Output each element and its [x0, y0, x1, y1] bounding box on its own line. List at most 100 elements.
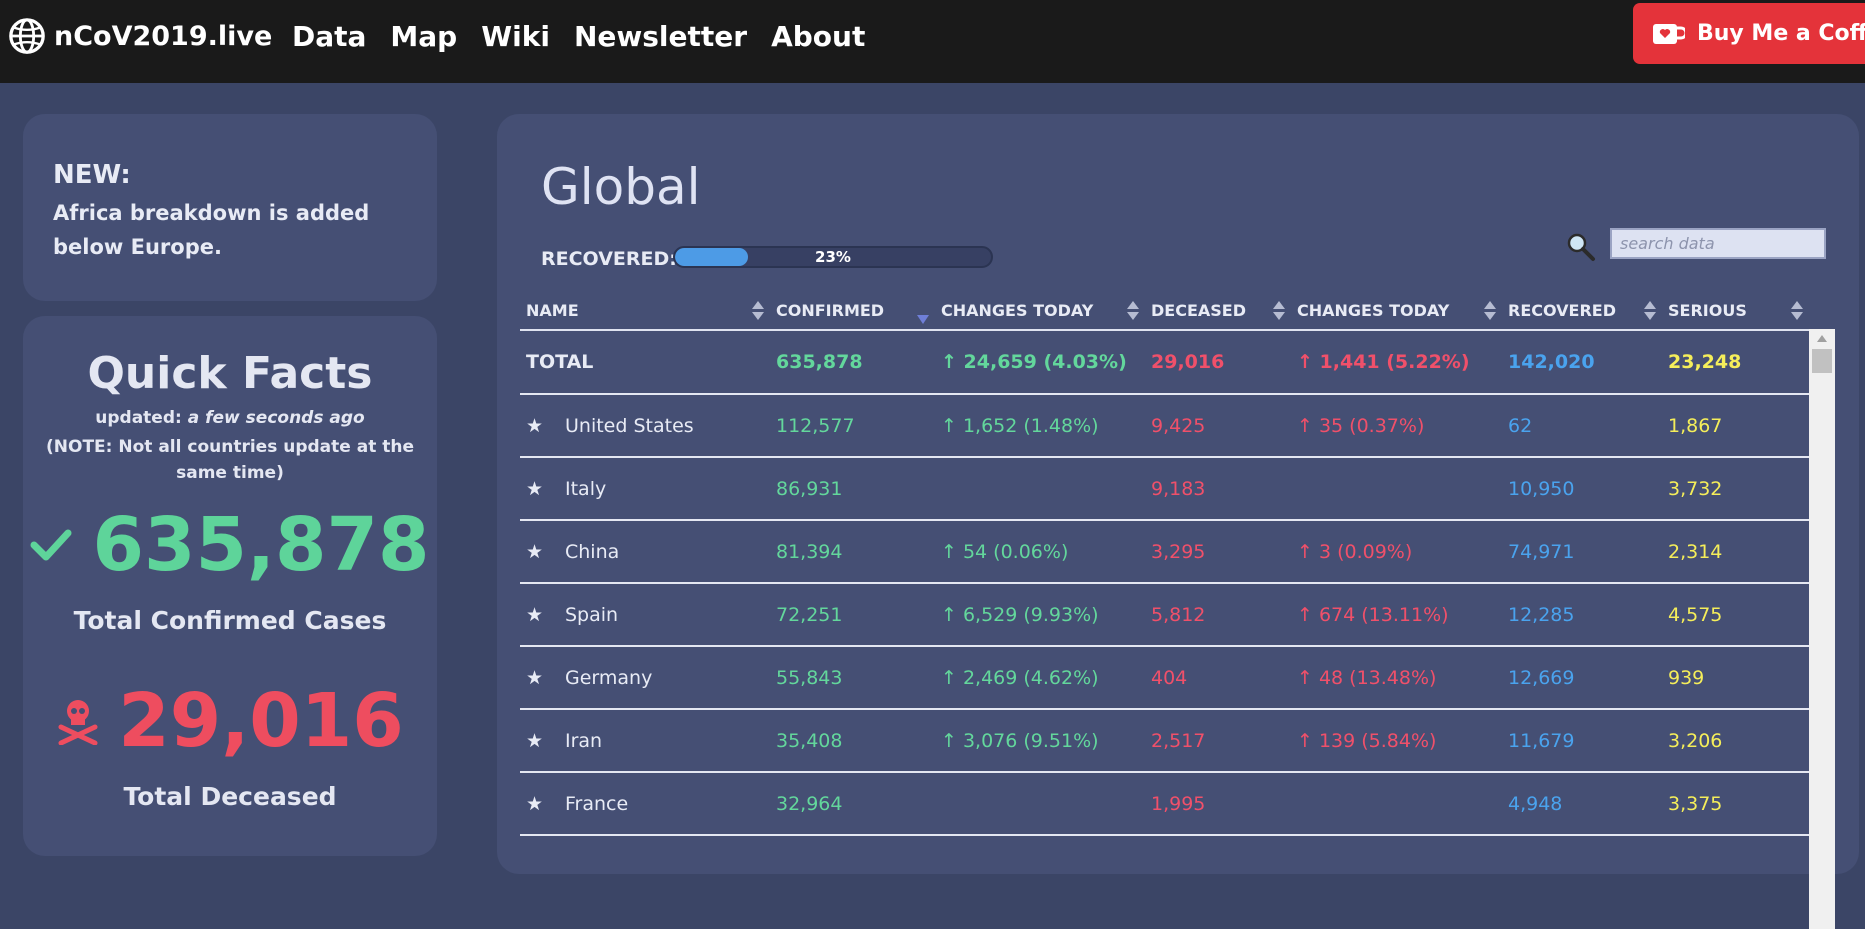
sort-arrows-icon[interactable]: [1273, 301, 1285, 321]
total-recovered-cell: 142,020: [1502, 330, 1662, 395]
star-icon[interactable]: ★: [526, 792, 544, 815]
total-confirmed-change: ↑ 24,659 (4.03%): [935, 330, 1145, 395]
serious-cell: 3,732: [1662, 457, 1809, 521]
scroll-up-arrow-icon[interactable]: [1817, 335, 1827, 342]
total-deceased-value: 29,016: [118, 678, 404, 764]
column-header-confirmed[interactable]: CONFIRMED: [770, 291, 935, 331]
nav-link-wiki[interactable]: Wiki: [481, 19, 550, 53]
recovered-progress-bar: 23%: [673, 246, 993, 268]
recovered-cell: 4,948: [1502, 772, 1662, 836]
news-text: Africa breakdown is added below Europe.: [53, 201, 370, 259]
country-label[interactable]: France: [565, 792, 629, 815]
table-row-total: TOTAL 635,878 ↑ 24,659 (4.03%) 29,016 ↑ …: [520, 330, 1809, 395]
table-row[interactable]: ★ United States 112,577 ↑ 1,652 (1.48%) 9,42…: [520, 394, 1809, 458]
table-row[interactable]: ★ Italy 86,931 9,183 10,950 3,732: [520, 457, 1809, 521]
checkmark-icon: [30, 529, 72, 561]
confirmed-cell: 81,394: [770, 520, 935, 584]
confirmed-cell: 112,577: [770, 394, 935, 458]
serious-cell: 3,206: [1662, 709, 1809, 773]
updated-line: updated: a few seconds ago: [23, 408, 437, 428]
column-header-recovered[interactable]: RECOVERED: [1502, 291, 1662, 331]
country-label[interactable]: Italy: [565, 477, 607, 500]
confirmed-change-cell: ↑ 3,076 (9.51%): [935, 709, 1145, 773]
recovered-progress-fill: [675, 248, 748, 266]
table-row[interactable]: ★ Spain 72,251 ↑ 6,529 (9.93%) 5,812 ↑ 674 (1…: [520, 583, 1809, 647]
table-row[interactable]: ★ China 81,394 ↑ 54 (0.06%) 3,295 ↑ 3 (0.09%)…: [520, 520, 1809, 584]
total-confirmed-value: 635,878: [92, 502, 430, 588]
sort-arrows-icon[interactable]: [1484, 301, 1496, 321]
country-label[interactable]: Iran: [565, 729, 603, 752]
nav-link-map[interactable]: Map: [390, 19, 458, 53]
serious-cell: 1,867: [1662, 394, 1809, 458]
nav-link-data[interactable]: Data: [292, 19, 367, 53]
nav-link-about[interactable]: About: [771, 19, 866, 53]
column-header-name[interactable]: NAME: [520, 291, 770, 331]
column-label: DECEASED: [1151, 300, 1246, 320]
sort-arrows-icon[interactable]: [1791, 301, 1803, 321]
column-label: CHANGES TODAY: [941, 300, 1094, 320]
country-name: ★ United States: [520, 394, 770, 458]
star-icon[interactable]: ★: [526, 477, 544, 500]
buy-me-coffee-button[interactable]: Buy Me a Coffee: [1633, 3, 1865, 64]
confirmed-change-cell: ↑ 1,652 (1.48%): [935, 394, 1145, 458]
deceased-cell: 1,995: [1145, 772, 1291, 836]
brand-name: nCoV2019.live: [54, 20, 273, 52]
brand-link[interactable]: nCoV2019.live: [8, 14, 272, 58]
total-serious-cell: 23,248: [1662, 330, 1809, 395]
serious-cell: 4,575: [1662, 583, 1809, 647]
deceased-cell: 5,812: [1145, 583, 1291, 647]
scroll-thumb[interactable]: [1812, 349, 1832, 373]
table-row[interactable]: ★ France 32,964 1,995 4,948 3,375: [520, 772, 1809, 836]
updated-label: updated:: [95, 408, 182, 428]
star-icon[interactable]: ★: [526, 603, 544, 626]
news-title: NEW:: [53, 160, 131, 190]
navbar: nCoV2019.live Data Map Wiki Newsletter A…: [0, 0, 1865, 83]
total-name: TOTAL: [520, 330, 770, 395]
column-header-deceased[interactable]: DECEASED: [1145, 291, 1291, 331]
country-name: ★ Spain: [520, 583, 770, 647]
total-deceased: 29,016: [23, 678, 437, 764]
sort-arrows-icon[interactable]: [1644, 301, 1656, 321]
nav-link-newsletter[interactable]: Newsletter: [573, 19, 748, 53]
data-table: NAME CONFIRMED CHANGES TODAY DECEASED CH…: [520, 291, 1809, 836]
confirmed-cell: 86,931: [770, 457, 935, 521]
country-name: ★ France: [520, 772, 770, 836]
confirmed-change-cell: ↑ 54 (0.06%): [935, 520, 1145, 584]
star-icon[interactable]: ★: [526, 540, 544, 563]
magnifier-icon[interactable]: [1566, 232, 1596, 262]
country-label[interactable]: United States: [565, 414, 694, 437]
table-scrollbar[interactable]: [1809, 329, 1835, 929]
sort-arrows-icon[interactable]: [752, 301, 764, 321]
total-deceased-cell: 29,016: [1145, 330, 1291, 395]
country-label[interactable]: China: [565, 540, 620, 563]
country-label[interactable]: Spain: [565, 603, 619, 626]
star-icon[interactable]: ★: [526, 414, 544, 437]
recovered-label: RECOVERED:: [541, 248, 677, 270]
column-label: RECOVERED: [1508, 300, 1617, 320]
search-input[interactable]: [1610, 228, 1826, 259]
country-name: ★ Italy: [520, 457, 770, 521]
column-header-deceased-change[interactable]: CHANGES TODAY: [1291, 291, 1502, 331]
confirmed-change-cell: [935, 457, 1145, 521]
deceased-cell: 3,295: [1145, 520, 1291, 584]
country-name: ★ Germany: [520, 646, 770, 710]
table-row[interactable]: ★ Germany 55,843 ↑ 2,469 (4.62%) 404 ↑ 48 (13…: [520, 646, 1809, 710]
column-header-confirmed-change[interactable]: CHANGES TODAY: [935, 291, 1145, 331]
recovered-cell: 74,971: [1502, 520, 1662, 584]
table-row[interactable]: ★ Iran 35,408 ↑ 3,076 (9.51%) 2,517 ↑ 139 (5.…: [520, 709, 1809, 773]
star-icon[interactable]: ★: [526, 666, 544, 689]
coffee-label: Buy Me a Coffee: [1697, 21, 1865, 46]
recovered-cell: 11,679: [1502, 709, 1662, 773]
confirmed-cell: 32,964: [770, 772, 935, 836]
country-label[interactable]: Germany: [565, 666, 653, 689]
sort-desc-active-icon[interactable]: [917, 301, 929, 324]
confirmed-cell: 55,843: [770, 646, 935, 710]
deceased-cell: 2,517: [1145, 709, 1291, 773]
sort-arrows-icon[interactable]: [1127, 301, 1139, 321]
serious-cell: 3,375: [1662, 772, 1809, 836]
total-deceased-label: Total Deceased: [123, 782, 337, 811]
star-icon[interactable]: ★: [526, 729, 544, 752]
column-header-serious[interactable]: SERIOUS: [1662, 291, 1809, 331]
quick-facts-title: Quick Facts: [87, 348, 373, 399]
confirmed-change-cell: ↑ 6,529 (9.93%): [935, 583, 1145, 647]
